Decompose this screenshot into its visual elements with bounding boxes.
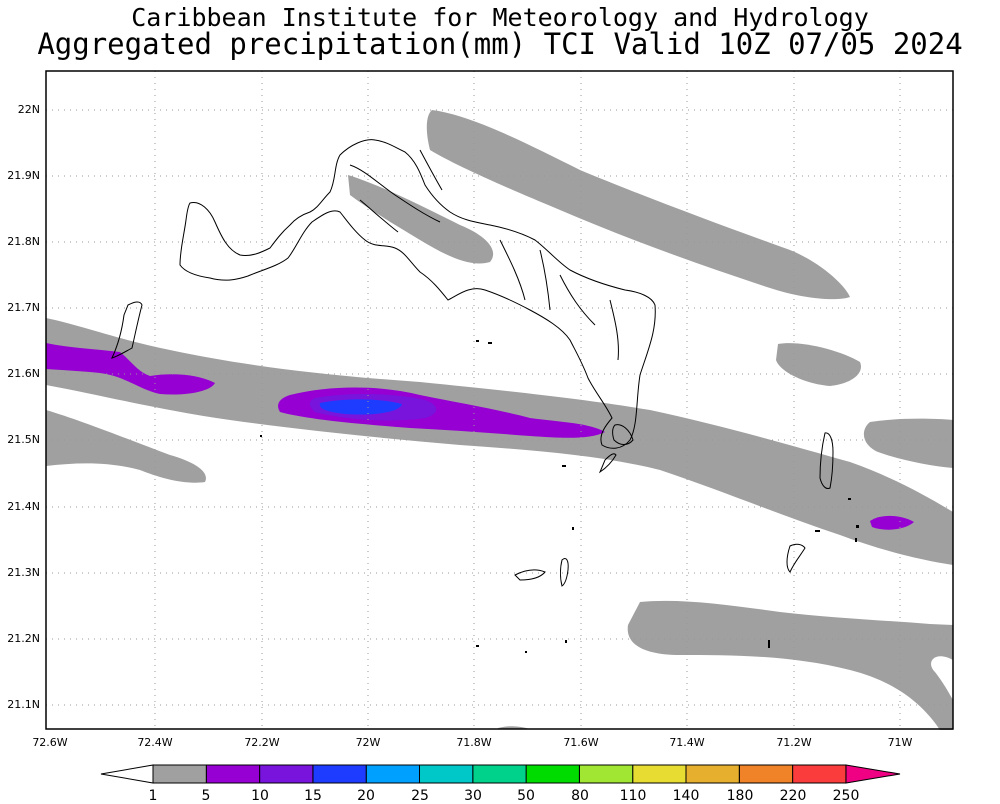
- lat-label: 21.6N: [7, 367, 40, 380]
- product-title: Aggregated precipitation(mm) TCI Valid 1…: [37, 27, 963, 61]
- colorbar-swatch: [525, 764, 580, 784]
- colorbar-swatch: [152, 764, 207, 784]
- colorbar-level-label: 20: [357, 788, 375, 804]
- colorbar-level-label: 220: [779, 788, 807, 804]
- lon-label: 72.6W: [32, 736, 68, 749]
- colorbar: [100, 764, 901, 784]
- colorbar-swatch: [792, 764, 847, 784]
- lon-label: 71.4W: [669, 736, 705, 749]
- lon-label: 71.8W: [456, 736, 492, 749]
- colorbar-level-label: 15: [304, 788, 322, 804]
- lat-label: 21.1N: [7, 698, 40, 711]
- colorbar-swatch: [738, 764, 794, 784]
- colorbar-swatch: [685, 764, 740, 784]
- colorbar-level-label: 140: [672, 788, 700, 804]
- coastlines: [111, 139, 834, 587]
- lat-label: 22N: [17, 103, 40, 116]
- colorbar-level-label: 30: [464, 788, 482, 804]
- colorbar-swatch: [578, 764, 634, 784]
- precip-band-peak: [319, 399, 402, 415]
- colorbar-swatch: [472, 764, 527, 784]
- colorbar-level-label: 80: [571, 788, 589, 804]
- lat-label: 21.9N: [7, 169, 40, 182]
- colorbar-below-arrow: [100, 764, 154, 784]
- colorbar-level-label: 50: [517, 788, 535, 804]
- institute-title: Caribbean Institute for Meteorology and …: [131, 3, 869, 32]
- lon-label: 72W: [355, 736, 381, 749]
- lat-label: 21.7N: [7, 301, 40, 314]
- map-frame: [45, 70, 954, 730]
- colorbar-swatch: [312, 764, 367, 784]
- lon-label: 71.2W: [776, 736, 812, 749]
- lat-label: 21.3N: [7, 566, 40, 579]
- colorbar-level-label: 110: [619, 788, 647, 804]
- lat-label: 21.8N: [7, 235, 40, 248]
- colorbar-level-label: 1: [148, 788, 158, 804]
- lat-label: 21.2N: [7, 632, 40, 645]
- colorbar-level-label: 10: [251, 788, 269, 804]
- colorbar-level-label: 5: [201, 788, 211, 804]
- lon-label: 71W: [887, 736, 913, 749]
- colorbar-swatch: [419, 764, 474, 784]
- colorbar-level-label: 25: [411, 788, 429, 804]
- colorbar-swatch: [632, 764, 687, 784]
- colorbar-swatch: [259, 764, 314, 784]
- colorbar-swatch: [365, 764, 421, 784]
- lat-label: 21.5N: [7, 433, 40, 446]
- colorbar-swatch: [205, 764, 261, 784]
- small-cays: [260, 340, 859, 653]
- colorbar-level-label: 250: [832, 788, 860, 804]
- lon-label: 71.6W: [563, 736, 599, 749]
- lon-label: 72.4W: [137, 736, 173, 749]
- lat-label: 21.4N: [7, 500, 40, 513]
- lon-label: 72.2W: [244, 736, 280, 749]
- colorbar-level-label: 180: [726, 788, 754, 804]
- colorbar-above-arrow: [845, 764, 901, 784]
- precip-band-light: [46, 110, 953, 730]
